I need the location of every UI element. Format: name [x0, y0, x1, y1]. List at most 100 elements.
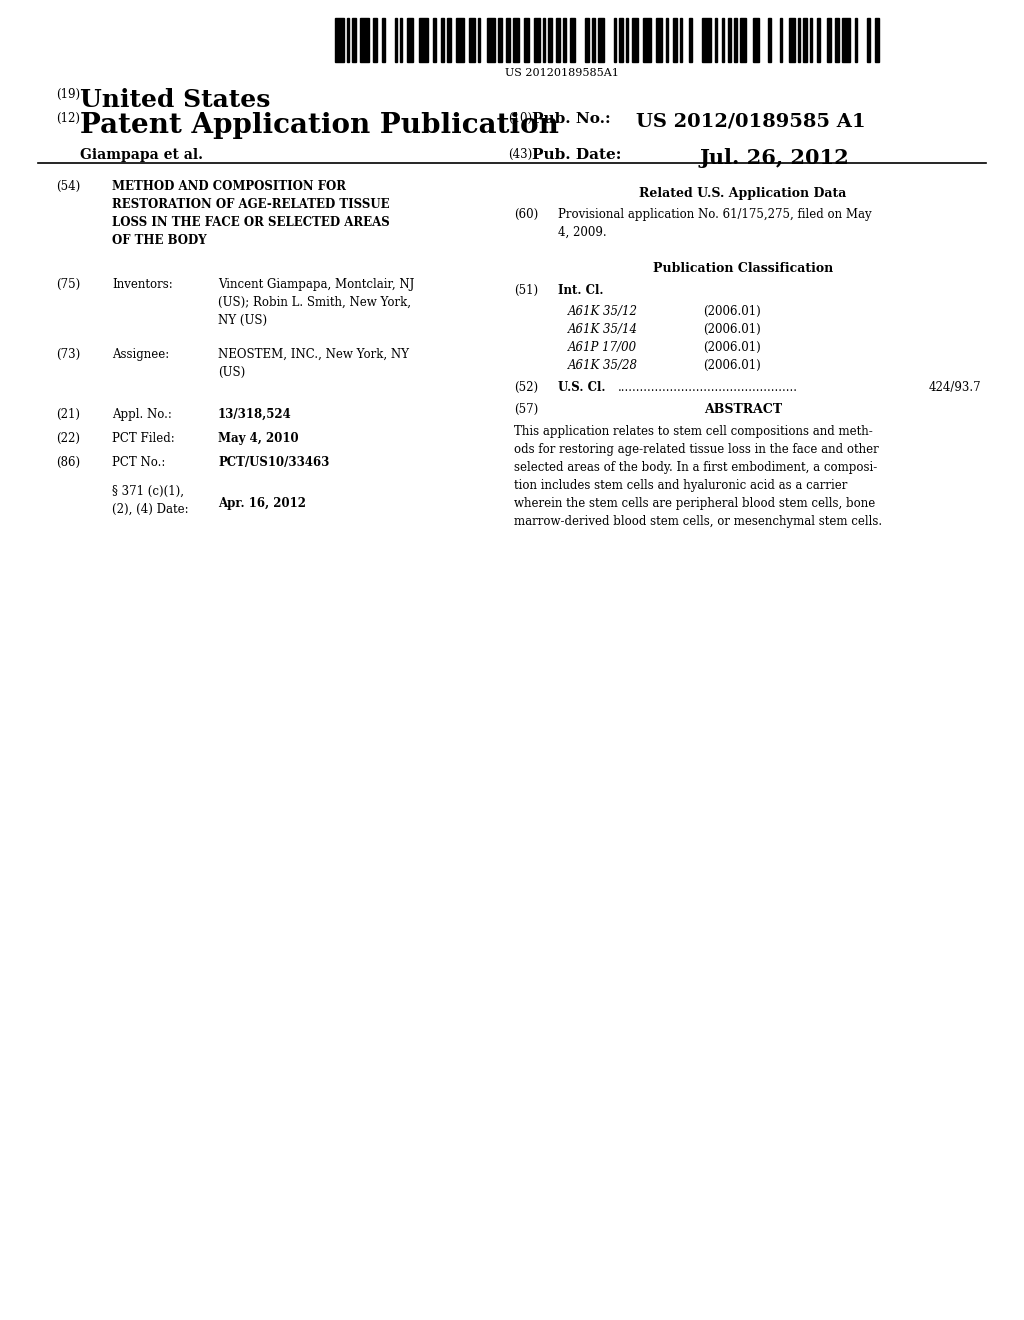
Bar: [400, 18, 402, 62]
Text: May 4, 2010: May 4, 2010: [218, 432, 299, 445]
Text: Apr. 16, 2012: Apr. 16, 2012: [218, 498, 306, 510]
Bar: [432, 18, 436, 62]
Text: (2006.01): (2006.01): [703, 323, 761, 337]
Text: US 20120189585A1: US 20120189585A1: [505, 69, 618, 78]
Text: Appl. No.:: Appl. No.:: [112, 408, 172, 421]
Text: (21): (21): [56, 408, 80, 421]
Text: Related U.S. Application Data: Related U.S. Application Data: [639, 187, 847, 201]
Bar: [790, 18, 795, 62]
Text: Int. Cl.: Int. Cl.: [558, 284, 603, 297]
Text: (22): (22): [56, 432, 80, 445]
Bar: [633, 18, 638, 62]
Bar: [768, 18, 770, 62]
Bar: [780, 18, 782, 62]
Bar: [722, 18, 724, 62]
Bar: [656, 18, 662, 62]
Bar: [810, 18, 812, 62]
Bar: [855, 18, 857, 62]
Text: Pub. Date:: Pub. Date:: [532, 148, 622, 162]
Bar: [360, 18, 369, 62]
Text: (54): (54): [56, 180, 80, 193]
Text: (12): (12): [56, 112, 80, 125]
Bar: [523, 18, 529, 62]
Bar: [613, 18, 616, 62]
Text: (60): (60): [514, 209, 539, 220]
Text: (2006.01): (2006.01): [703, 341, 761, 354]
Bar: [447, 18, 451, 62]
Text: A61K 35/28: A61K 35/28: [568, 359, 638, 372]
Bar: [585, 18, 589, 62]
Bar: [440, 18, 444, 62]
Bar: [352, 18, 355, 62]
Bar: [499, 18, 502, 62]
Bar: [592, 18, 595, 62]
Bar: [374, 18, 377, 62]
Text: US 2012/0189585 A1: US 2012/0189585 A1: [636, 112, 865, 129]
Bar: [842, 18, 851, 62]
Text: United States: United States: [80, 88, 270, 112]
Text: (73): (73): [56, 348, 80, 360]
Bar: [753, 18, 759, 62]
Bar: [486, 18, 496, 62]
Text: A61K 35/14: A61K 35/14: [568, 323, 638, 337]
Bar: [626, 18, 628, 62]
Text: (10): (10): [508, 112, 532, 125]
Bar: [569, 18, 575, 62]
Text: ................................................: ........................................…: [618, 381, 798, 393]
Text: (57): (57): [514, 403, 539, 416]
Text: (43): (43): [508, 148, 532, 161]
Text: (51): (51): [514, 284, 539, 297]
Bar: [673, 18, 677, 62]
Bar: [347, 18, 349, 62]
Bar: [534, 18, 540, 62]
Bar: [335, 18, 344, 62]
Text: Assignee:: Assignee:: [112, 348, 169, 360]
Bar: [382, 18, 385, 62]
Bar: [874, 18, 879, 62]
Bar: [548, 18, 552, 62]
Bar: [407, 18, 413, 62]
Text: A61K 35/12: A61K 35/12: [568, 305, 638, 318]
Text: § 371 (c)(1),
(2), (4) Date:: § 371 (c)(1), (2), (4) Date:: [112, 484, 188, 516]
Bar: [728, 18, 731, 62]
Text: PCT/US10/33463: PCT/US10/33463: [218, 455, 330, 469]
Bar: [803, 18, 807, 62]
Text: PCT Filed:: PCT Filed:: [112, 432, 175, 445]
Bar: [715, 18, 717, 62]
Bar: [643, 18, 651, 62]
Bar: [740, 18, 746, 62]
Text: Jul. 26, 2012: Jul. 26, 2012: [700, 148, 850, 168]
Text: Patent Application Publication: Patent Application Publication: [80, 112, 559, 139]
Bar: [680, 18, 682, 62]
Bar: [513, 18, 519, 62]
Bar: [419, 18, 428, 62]
Text: Giampapa et al.: Giampapa et al.: [80, 148, 203, 162]
Text: METHOD AND COMPOSITION FOR
RESTORATION OF AGE-RELATED TISSUE
LOSS IN THE FACE OR: METHOD AND COMPOSITION FOR RESTORATION O…: [112, 180, 390, 247]
Bar: [395, 18, 397, 62]
Text: PCT No.:: PCT No.:: [112, 455, 165, 469]
Text: 13/318,524: 13/318,524: [218, 408, 292, 421]
Bar: [798, 18, 800, 62]
Bar: [734, 18, 737, 62]
Text: (52): (52): [514, 381, 539, 393]
Bar: [543, 18, 545, 62]
Text: This application relates to stem cell compositions and meth-
ods for restoring a: This application relates to stem cell co…: [514, 425, 882, 528]
Bar: [556, 18, 560, 62]
Text: Vincent Giampapa, Montclair, NJ
(US); Robin L. Smith, New York,
NY (US): Vincent Giampapa, Montclair, NJ (US); Ro…: [218, 279, 415, 327]
Bar: [618, 18, 623, 62]
Bar: [816, 18, 820, 62]
Text: Pub. No.:: Pub. No.:: [532, 112, 610, 125]
Text: (75): (75): [56, 279, 80, 290]
Bar: [507, 18, 510, 62]
Bar: [826, 18, 830, 62]
Bar: [688, 18, 692, 62]
Text: 424/93.7: 424/93.7: [929, 381, 981, 393]
Bar: [598, 18, 604, 62]
Text: Inventors:: Inventors:: [112, 279, 173, 290]
Text: (86): (86): [56, 455, 80, 469]
Bar: [456, 18, 464, 62]
Text: ABSTRACT: ABSTRACT: [703, 403, 782, 416]
Bar: [469, 18, 474, 62]
Bar: [563, 18, 566, 62]
Text: (19): (19): [56, 88, 80, 102]
